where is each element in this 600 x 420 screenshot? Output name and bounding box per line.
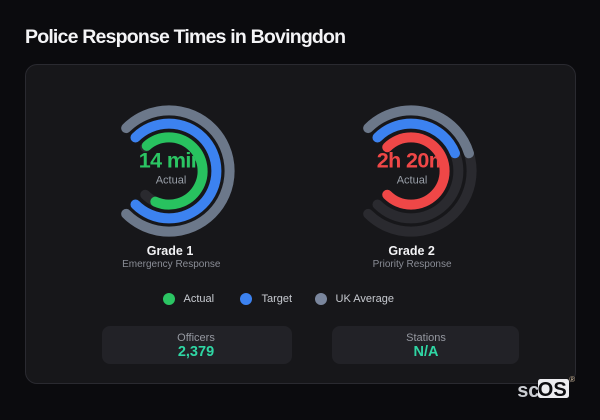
- svg-text:Actual: Actual: [396, 174, 427, 186]
- svg-text:Actual: Actual: [156, 174, 187, 186]
